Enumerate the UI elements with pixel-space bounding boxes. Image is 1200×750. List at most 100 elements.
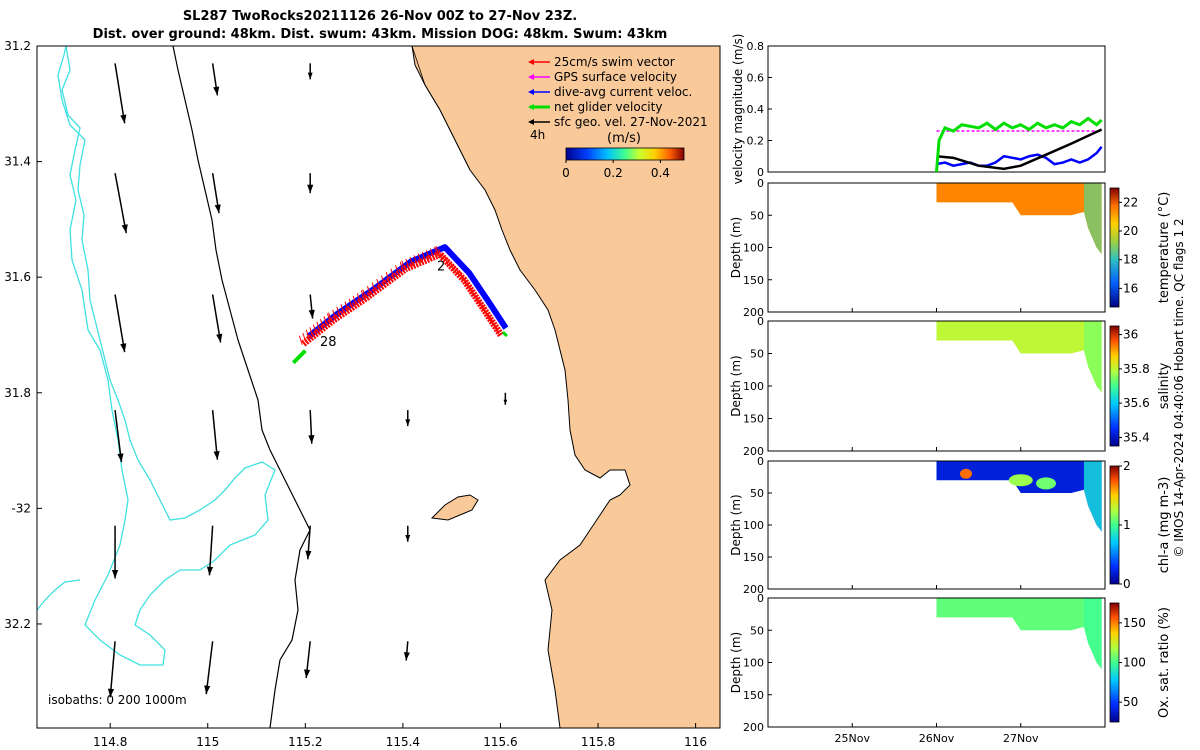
profile-colorbar	[1109, 465, 1120, 585]
swim-vector	[435, 246, 440, 256]
profile-deep-fill	[1083, 183, 1102, 254]
colorbar-tick-label: 2	[1123, 459, 1131, 473]
speed-colorbar-ticks: 0 0.2 0.4	[562, 160, 670, 180]
velocity-y-tick-label: 0.2	[747, 135, 765, 148]
time-tick-label: 26Nov	[919, 732, 955, 745]
profile-deep-fill	[1083, 598, 1102, 669]
sfc-vector-head	[403, 652, 410, 661]
profile-colorbar	[1109, 187, 1120, 308]
velocity-y-tick-label: 0.4	[747, 103, 765, 116]
depth-tick-label: 200	[743, 721, 764, 734]
depth-tick-label: 0	[757, 455, 764, 468]
map-x-tick-label: 115	[196, 735, 219, 749]
swim-vector	[323, 316, 328, 326]
sfc-vector	[114, 63, 126, 124]
velocity-ylabel: velocity magnitude (m/s)	[731, 34, 745, 185]
colorbar-tick-label: 150	[1123, 616, 1146, 630]
sfc-vector-head	[405, 534, 411, 542]
swim-vector	[409, 257, 414, 267]
map-y-tick-label: 31.8	[4, 386, 31, 400]
depth-tick-label: 0	[757, 315, 764, 328]
sfc-vector-head	[307, 72, 313, 80]
swim-vector	[487, 313, 492, 323]
depth-tick-label: 50	[750, 209, 764, 222]
track-label: 2	[437, 260, 445, 275]
sfc-vector-head	[120, 343, 127, 353]
sfc-vector	[109, 641, 116, 698]
swim-vector	[438, 249, 443, 259]
sfc-vector-head	[305, 550, 312, 560]
swim-vector	[312, 324, 317, 334]
legend-arrowhead	[528, 74, 534, 80]
swim-vector	[462, 275, 467, 285]
isobath-1000	[37, 46, 276, 666]
swim-vector	[356, 293, 361, 303]
velocity-panel: 0 0.2 0.4 0.6 0.8 velocity magnitude (m/s)	[731, 34, 1106, 185]
sfc-vector-head	[216, 333, 223, 343]
net-velocity-vector	[291, 349, 307, 365]
speed-colorbar	[565, 147, 685, 161]
velocity-series	[935, 116, 1103, 173]
profile-panel: 0 50 100 150 200 Depth (m) 35.4 35.6 35.8 36 salin…	[729, 315, 1172, 458]
swim-vector	[340, 304, 345, 314]
depth-tick-label: 50	[750, 624, 764, 637]
swim-vector	[328, 312, 333, 322]
swim-vector	[479, 300, 484, 311]
depth-tick-label: 0	[757, 177, 764, 190]
swim-vector	[360, 290, 365, 300]
legend-label: dive-avg current veloc.	[554, 85, 692, 99]
legend-label: 25cm/s swim vector	[554, 55, 675, 69]
sfc-vector	[205, 641, 214, 695]
colorbar-tick-label: 0.4	[651, 166, 670, 180]
colorbar-label: salinity	[1157, 362, 1172, 409]
swim-vector	[421, 251, 426, 262]
depth-tick-label: 150	[743, 689, 764, 702]
island	[430, 494, 479, 521]
profile-panel: 0 50 100 150 200 Depth (m) 16 18 20 22 temperature…	[729, 177, 1172, 319]
map-x-tick-label: 115.2	[288, 735, 322, 749]
colorbar-tick-label: 100	[1123, 656, 1146, 670]
colorbar-tick-label: 0.2	[604, 166, 623, 180]
profile-data-fill	[936, 598, 1102, 669]
swim-vector	[319, 318, 324, 329]
velocity-y-tick-label: 0.8	[747, 40, 765, 53]
swim-vector	[469, 285, 474, 296]
depth-tick-label: 100	[743, 657, 764, 670]
chl-maximum-patch	[959, 468, 972, 479]
swim-vector	[336, 306, 341, 317]
map-y-tick-label: 31.6	[4, 270, 31, 284]
glider-track	[291, 244, 509, 365]
chl-subsurface-patch	[1036, 477, 1057, 490]
sfc-vector-head	[121, 224, 128, 234]
isobath-200	[172, 46, 311, 728]
depth-tick-label: 150	[743, 274, 764, 287]
profile-colorbar	[1109, 325, 1120, 447]
swim-vector	[390, 268, 395, 278]
depth-axis-label: Depth (m)	[729, 494, 743, 555]
sfc-vector	[114, 294, 126, 353]
colorbar-tick-label: 36	[1123, 328, 1138, 342]
sfc-vector	[114, 173, 127, 234]
sfc-velocity-line	[936, 128, 1103, 171]
swim-vector	[476, 296, 481, 306]
colorbar-label: chl-a (mg m-3)	[1157, 477, 1172, 574]
current-velocity-line	[936, 146, 1103, 167]
chart-title-line1: SL287 TwoRocks20211126 26-Nov 00Z to 27-…	[183, 9, 577, 24]
depth-axis-label: Depth (m)	[729, 355, 743, 416]
colorbar-tick-label: 35.4	[1123, 430, 1150, 444]
time-axis: 25Nov 26Nov 27Nov	[835, 732, 1039, 745]
swim-vector	[483, 307, 488, 317]
sfc-vector-head	[308, 309, 315, 319]
colorbar-tick-label: 16	[1123, 281, 1138, 295]
legend-label: GPS surface velocity	[554, 70, 677, 84]
swim-vector	[399, 261, 404, 271]
profile-data-fill	[936, 461, 1102, 532]
sfc-vector-head	[213, 86, 220, 96]
swim-vector	[481, 304, 486, 314]
chl-subsurface-patch	[1008, 474, 1033, 487]
profile-data-fill	[936, 183, 1102, 254]
swim-vector	[450, 261, 455, 271]
